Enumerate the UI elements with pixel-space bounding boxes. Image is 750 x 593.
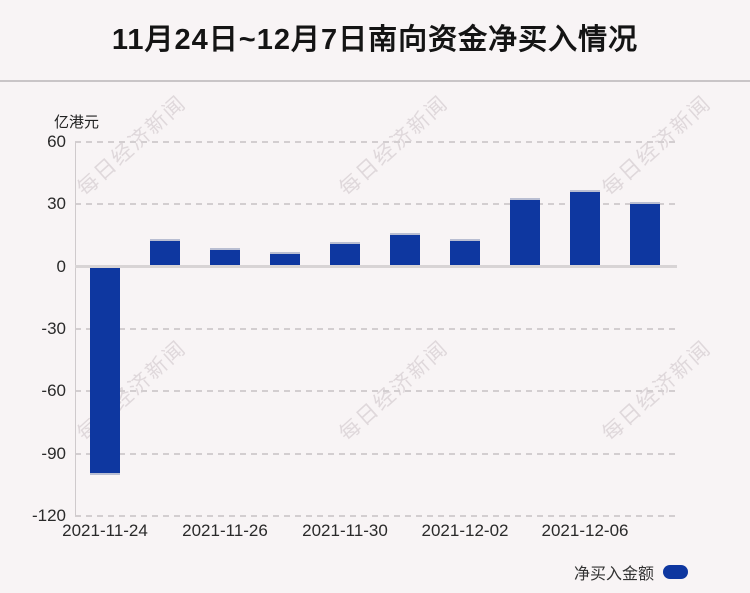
y-axis-tick-label: -30 (41, 318, 66, 338)
watermark-text: 每日经济新闻 (598, 91, 716, 201)
header-divider (0, 80, 750, 82)
y-axis-tick-label: -90 (41, 443, 66, 463)
x-axis-tick-label: 2021-11-26 (182, 521, 268, 540)
gridline (75, 140, 677, 143)
y-axis-tick-label: -60 (41, 381, 66, 401)
y-axis-tick-label: 0 (56, 256, 66, 276)
bar (570, 189, 600, 267)
y-axis-tick-label: 30 (47, 194, 66, 214)
legend-label: 净买入金额 (573, 566, 654, 583)
x-axis-tick-label: 2021-11-24 (62, 521, 148, 540)
bar (270, 251, 300, 267)
chart-title: 11月24日~12月7日南向资金净买入情况 (111, 24, 639, 56)
bar (210, 247, 240, 267)
watermark-text: 每日经济新闻 (73, 91, 191, 201)
legend: 净买入金额 (574, 560, 688, 584)
bar (510, 197, 540, 267)
x-axis-tick-label: 2021-12-02 (421, 521, 509, 540)
bar (630, 202, 660, 267)
x-axis-tick-label: 2021-12-06 (541, 521, 629, 540)
y-axis-tick-label: 60 (47, 131, 66, 151)
bar (450, 239, 480, 267)
gridline (75, 327, 677, 330)
bar (390, 233, 420, 267)
watermark-text: 每日经济新闻 (335, 91, 453, 201)
zero-axis-line (75, 265, 677, 268)
bar (330, 241, 360, 267)
y-axis-line (75, 141, 76, 517)
legend-marker-pill (663, 565, 688, 579)
bar (150, 239, 180, 267)
y-axis-tick-label: -120 (31, 506, 66, 526)
gridline (75, 390, 677, 393)
bar (90, 266, 120, 475)
gridline (75, 515, 677, 518)
y-axis-unit-label: 亿港元 (54, 114, 100, 131)
gridline (75, 452, 677, 455)
gridline (75, 203, 677, 206)
x-axis-tick-label: 2021-11-30 (302, 521, 388, 540)
